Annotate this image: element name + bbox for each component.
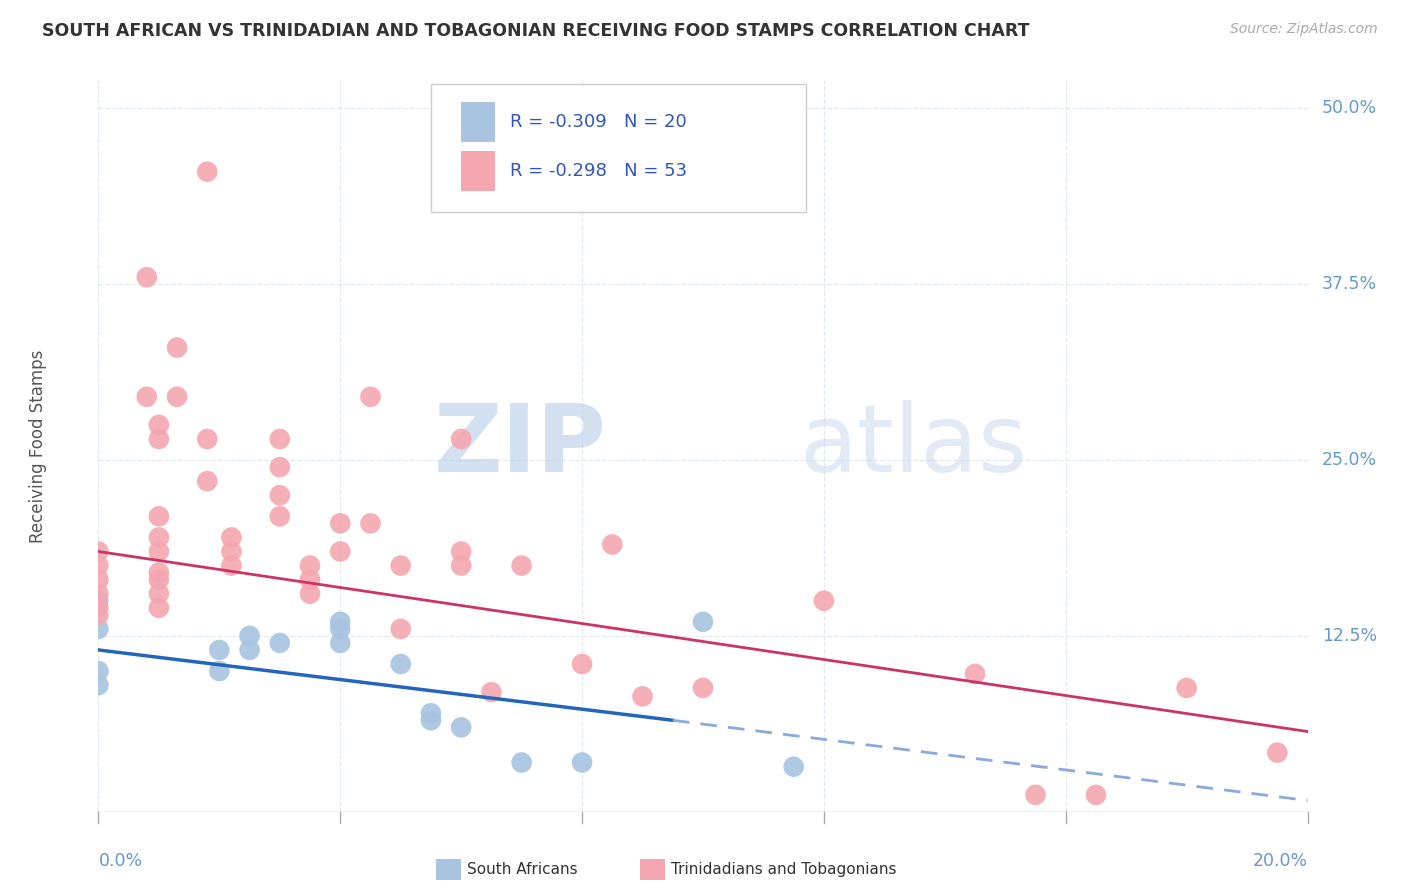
Point [389,657,412,671]
Point [571,756,593,770]
Point [87,622,110,636]
Text: R = -0.298   N = 53: R = -0.298 N = 53 [509,162,686,180]
Point [450,544,472,558]
Point [135,270,157,285]
Point [239,643,262,657]
Point [166,390,188,404]
Text: 0.0%: 0.0% [98,852,142,870]
Point [329,622,352,636]
Point [148,544,170,558]
Text: Receiving Food Stamps: Receiving Food Stamps [30,350,46,542]
Point [148,600,170,615]
Point [148,587,170,601]
Text: ZIP: ZIP [433,400,606,492]
Point [87,593,110,607]
Point [87,558,110,573]
Bar [461,103,495,143]
Point [299,587,322,601]
Point [450,720,472,734]
Point [783,760,806,774]
Point [166,341,188,355]
Point [239,629,262,643]
Text: 25.0%: 25.0% [1322,451,1378,469]
Point [813,593,835,607]
Point [87,678,110,692]
Point [1267,746,1289,760]
Point [148,417,170,432]
Text: atlas: atlas [800,400,1028,492]
Point [195,474,218,488]
Point [87,664,110,678]
Point [269,636,291,650]
Point [148,573,170,587]
Text: South Africans: South Africans [467,863,578,877]
Point [221,544,243,558]
Point [195,164,218,178]
Point [87,573,110,587]
Point [389,622,412,636]
Point [208,643,231,657]
FancyBboxPatch shape [432,84,806,212]
Text: 37.5%: 37.5% [1322,276,1378,293]
Point [420,706,443,721]
Point [481,685,503,699]
Point [329,636,352,650]
Point [329,615,352,629]
Point [269,432,291,446]
Point [148,530,170,544]
Point [1175,681,1198,695]
Text: Source: ZipAtlas.com: Source: ZipAtlas.com [1230,22,1378,37]
Point [631,690,654,704]
Point [148,566,170,580]
Point [510,558,533,573]
Point [87,587,110,601]
Point [602,537,624,551]
Point [360,516,382,531]
Point [221,530,243,544]
Point [135,390,157,404]
Point [692,681,714,695]
Point [389,558,412,573]
Point [510,756,533,770]
Point [571,657,593,671]
Point [329,544,352,558]
Text: 12.5%: 12.5% [1322,627,1378,645]
Point [450,558,472,573]
Point [87,544,110,558]
Text: 50.0%: 50.0% [1322,99,1378,118]
Point [692,615,714,629]
Point [269,460,291,475]
Point [1024,788,1046,802]
Point [965,666,987,681]
Point [87,600,110,615]
Text: R = -0.309   N = 20: R = -0.309 N = 20 [509,113,686,131]
Text: SOUTH AFRICAN VS TRINIDADIAN AND TOBAGONIAN RECEIVING FOOD STAMPS CORRELATION CH: SOUTH AFRICAN VS TRINIDADIAN AND TOBAGON… [42,22,1029,40]
Text: Trinidadians and Tobagonians: Trinidadians and Tobagonians [671,863,896,877]
Point [299,558,322,573]
Point [299,573,322,587]
Point [87,607,110,622]
Bar [461,152,495,192]
Point [148,509,170,524]
Point [329,516,352,531]
Point [221,558,243,573]
Point [360,390,382,404]
Text: 20.0%: 20.0% [1253,852,1308,870]
Point [1085,788,1108,802]
Point [148,432,170,446]
Point [195,432,218,446]
Point [450,432,472,446]
Point [208,664,231,678]
Point [269,488,291,502]
Point [269,509,291,524]
Point [420,714,443,728]
